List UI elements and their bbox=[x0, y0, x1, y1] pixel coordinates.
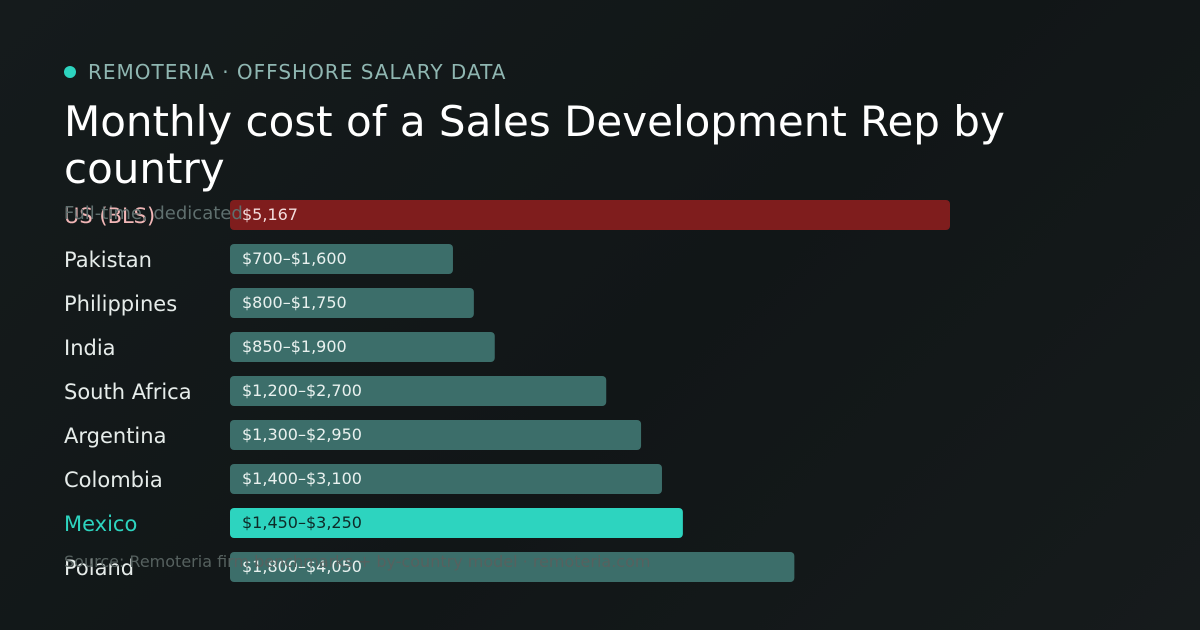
value-label-argentina: $1,300–$2,950 bbox=[242, 425, 362, 444]
bar-pakistan bbox=[230, 244, 453, 274]
value-label-mexico: $1,450–$3,250 bbox=[242, 513, 362, 532]
category-label-pakistan: Pakistan bbox=[64, 248, 152, 272]
source-footnote: Source: Remoteria firm benchmarks + by-c… bbox=[64, 552, 651, 571]
category-label-argentina: Argentina bbox=[64, 424, 166, 448]
value-label-south-africa: $1,200–$2,700 bbox=[242, 381, 362, 400]
brand-dot-icon bbox=[64, 66, 76, 78]
value-label-pakistan: $700–$1,600 bbox=[242, 249, 347, 268]
value-label-poland: $1,800–$4,050 bbox=[242, 557, 362, 576]
value-label-us-bls: $5,167 bbox=[242, 205, 298, 224]
category-label-colombia: Colombia bbox=[64, 468, 163, 492]
value-label-colombia: $1,400–$3,100 bbox=[242, 469, 362, 488]
bar-south-africa bbox=[230, 376, 607, 406]
bar-colombia bbox=[230, 464, 662, 494]
value-label-india: $850–$1,900 bbox=[242, 337, 347, 356]
category-label-us-bls: US (BLS) bbox=[64, 204, 155, 228]
bar-philippines bbox=[230, 288, 474, 318]
chart-title: Monthly cost of a Sales Development Rep … bbox=[64, 97, 1005, 193]
chart-subtitle: Full-time, dedicated bbox=[64, 203, 243, 224]
bar-us-bls bbox=[230, 200, 950, 230]
category-label-poland: Poland bbox=[64, 556, 134, 580]
brand-label: REMOTERIA · OFFSHORE SALARY DATA bbox=[88, 60, 507, 84]
brand-header: REMOTERIA · OFFSHORE SALARY DATA bbox=[64, 60, 506, 84]
bar-mexico bbox=[230, 508, 683, 538]
category-label-philippines: Philippines bbox=[64, 292, 177, 316]
category-label-india: India bbox=[64, 336, 116, 360]
bar-poland bbox=[230, 552, 795, 582]
value-label-philippines: $800–$1,750 bbox=[242, 293, 347, 312]
category-label-south-africa: South Africa bbox=[64, 380, 192, 404]
bar-argentina bbox=[230, 420, 642, 450]
bar-india bbox=[230, 332, 495, 362]
category-label-mexico: Mexico bbox=[64, 512, 137, 536]
